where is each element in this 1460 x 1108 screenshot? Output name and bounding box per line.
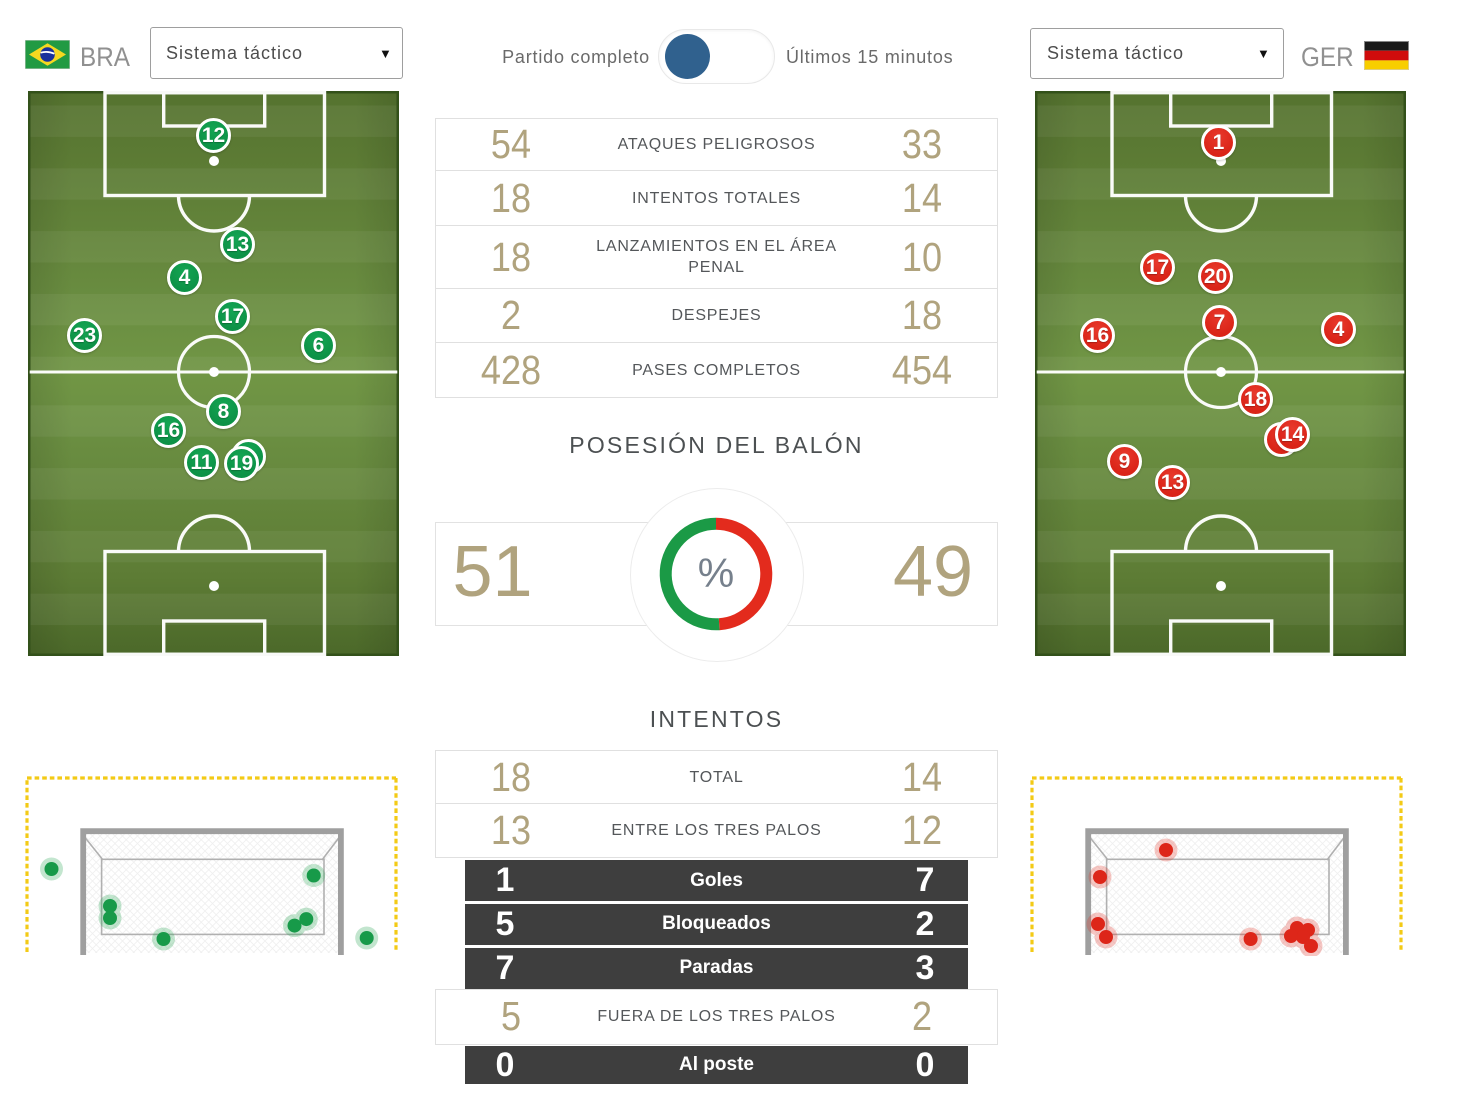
svg-text:%: %: [698, 550, 734, 596]
